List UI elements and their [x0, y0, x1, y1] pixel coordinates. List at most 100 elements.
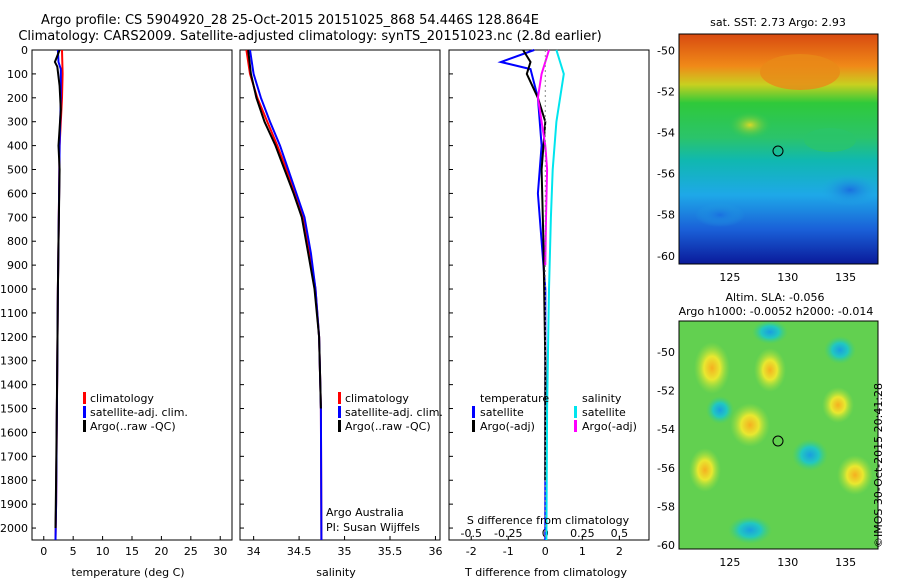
x2-tick-label: -0.25 — [494, 527, 522, 540]
y-tick-label: 600 — [7, 187, 28, 200]
legend-swatch-s-argo — [574, 420, 577, 432]
map-y-tick-label: -56 — [657, 462, 675, 475]
difference-legend: temperature salinity satellite Argo(-adj… — [472, 392, 637, 433]
x-tick-label: 0 — [542, 545, 549, 558]
legend-swatch-satellite — [338, 406, 341, 418]
legend-swatch-argo — [338, 420, 341, 432]
x-tick-label: 36 — [428, 545, 442, 558]
y-tick-label: 1200 — [0, 331, 28, 344]
x-tick-label: -1 — [503, 545, 514, 558]
x2-tick-label: -0.5 — [460, 527, 481, 540]
x-tick-label: 25 — [184, 545, 198, 558]
x-tick-label: 0 — [40, 545, 47, 558]
series-line-argo-adj- — [536, 49, 550, 266]
map-y-tick-label: -54 — [657, 127, 675, 140]
salinity-annotation-2: PI: Susan Wijffels — [326, 521, 420, 534]
x2-tick-label: 0.25 — [570, 527, 595, 540]
map-x-tick-label: 130 — [777, 271, 798, 284]
sla-map-title: Altim. SLA: -0.056 — [725, 291, 824, 304]
map-x-tick-label: 130 — [777, 556, 798, 569]
imos-timestamp: ©IMOS 30-Oct-2015 20:41:28 — [872, 382, 885, 548]
legend-label: climatology — [90, 392, 154, 405]
temperature-legend: climatology satellite-adj. clim. Argo(..… — [83, 392, 188, 433]
map-y-tick-label: -52 — [657, 385, 675, 398]
salinity-xlabel: salinity — [316, 566, 356, 579]
plot-title-line2: Climatology: CARS2009. Satellite-adjuste… — [18, 29, 602, 44]
map-y-tick-label: -58 — [657, 500, 675, 513]
y-tick-label: 1100 — [0, 307, 28, 320]
y-tick-label: 100 — [7, 68, 28, 81]
sst-map-frame — [678, 33, 879, 265]
y-tick-label: 300 — [7, 116, 28, 129]
sst-map-title: sat. SST: 2.73 Argo: 2.93 — [710, 16, 846, 29]
y-tick-label: 400 — [7, 140, 28, 153]
difference-x2label: S difference from climatology — [467, 514, 630, 527]
legend-swatch-argo — [83, 420, 86, 432]
y-tick-label: 200 — [7, 92, 28, 105]
legend-label: satellite — [480, 406, 524, 419]
y-tick-label: 1500 — [0, 403, 28, 416]
temperature-panel — [31, 49, 233, 541]
x-tick-label: 10 — [96, 545, 110, 558]
y-tick-label: 1300 — [0, 355, 28, 368]
y-tick-label: 1400 — [0, 379, 28, 392]
sst-map — [679, 34, 878, 264]
salinity-annotation-1: Argo Australia — [326, 506, 404, 519]
x-tick-label: 35.5 — [378, 545, 403, 558]
map-x-tick-label: 125 — [719, 271, 740, 284]
y-tick-label: 1600 — [0, 426, 28, 439]
x-tick-label: 20 — [154, 545, 168, 558]
legend-label: satellite — [582, 406, 626, 419]
legend-swatch-t-satellite — [472, 406, 475, 418]
legend-label: climatology — [345, 392, 409, 405]
series-line-climatology — [245, 49, 323, 541]
temperature-xlabel: temperature (deg C) — [71, 566, 184, 579]
y-tick-label: 1800 — [0, 474, 28, 487]
x-tick-label: 35 — [338, 545, 352, 558]
map-y-tick-label: -56 — [657, 168, 675, 181]
series-line-argo-raw-qc- — [247, 49, 322, 409]
y-tick-label: 800 — [7, 235, 28, 248]
map-y-tick-label: -60 — [657, 539, 675, 552]
sla-map — [679, 321, 878, 549]
difference-xlabel: T difference from climatology — [464, 566, 627, 579]
series-line-satellite — [497, 49, 547, 540]
salinity-legend: climatology satellite-adj. clim. Argo(..… — [338, 392, 443, 433]
map-y-tick-label: -50 — [657, 44, 675, 57]
y-tick-label: 1700 — [0, 450, 28, 463]
legend-label: Argo(..raw -QC) — [345, 420, 431, 433]
x-tick-label: -2 — [466, 545, 477, 558]
series-line-argo-raw-qc- — [53, 49, 62, 529]
map-x-tick-label: 135 — [835, 271, 856, 284]
x2-tick-label: 0.5 — [611, 527, 629, 540]
x-tick-label: 15 — [125, 545, 139, 558]
series-line-argo-adj- — [522, 49, 547, 481]
legend-label: Argo(..raw -QC) — [90, 420, 176, 433]
x-tick-label: 1 — [579, 545, 586, 558]
map-y-tick-label: -52 — [657, 86, 675, 99]
series-line-satellite-adj-clim- — [249, 49, 323, 541]
map-y-tick-label: -50 — [657, 346, 675, 359]
x-tick-label: 30 — [213, 545, 227, 558]
sla-map-subtitle: Argo h1000: -0.0052 h2000: -0.014 — [679, 305, 874, 318]
y-tick-label: 900 — [7, 259, 28, 272]
y-tick-label: 2000 — [0, 522, 28, 535]
legend-swatch-t-argo — [472, 420, 475, 432]
y-tick-label: 500 — [7, 164, 28, 177]
sla-argo-marker — [772, 435, 784, 447]
x-tick-label: 2 — [616, 545, 623, 558]
legend-header-temperature: temperature — [480, 392, 549, 405]
legend-label: satellite-adj. clim. — [90, 406, 188, 419]
y-tick-label: 1900 — [0, 498, 28, 511]
x-tick-label: 34.5 — [287, 545, 312, 558]
x-tick-label: 34 — [247, 545, 261, 558]
legend-label: satellite-adj. clim. — [345, 406, 443, 419]
salinity-panel — [239, 49, 441, 541]
y-tick-label: 0 — [21, 44, 28, 57]
y-tick-label: 700 — [7, 211, 28, 224]
map-y-tick-label: -54 — [657, 423, 675, 436]
series-line-satellite — [545, 49, 565, 541]
legend-swatch-climatology — [83, 392, 86, 404]
x-tick-label: 5 — [70, 545, 77, 558]
